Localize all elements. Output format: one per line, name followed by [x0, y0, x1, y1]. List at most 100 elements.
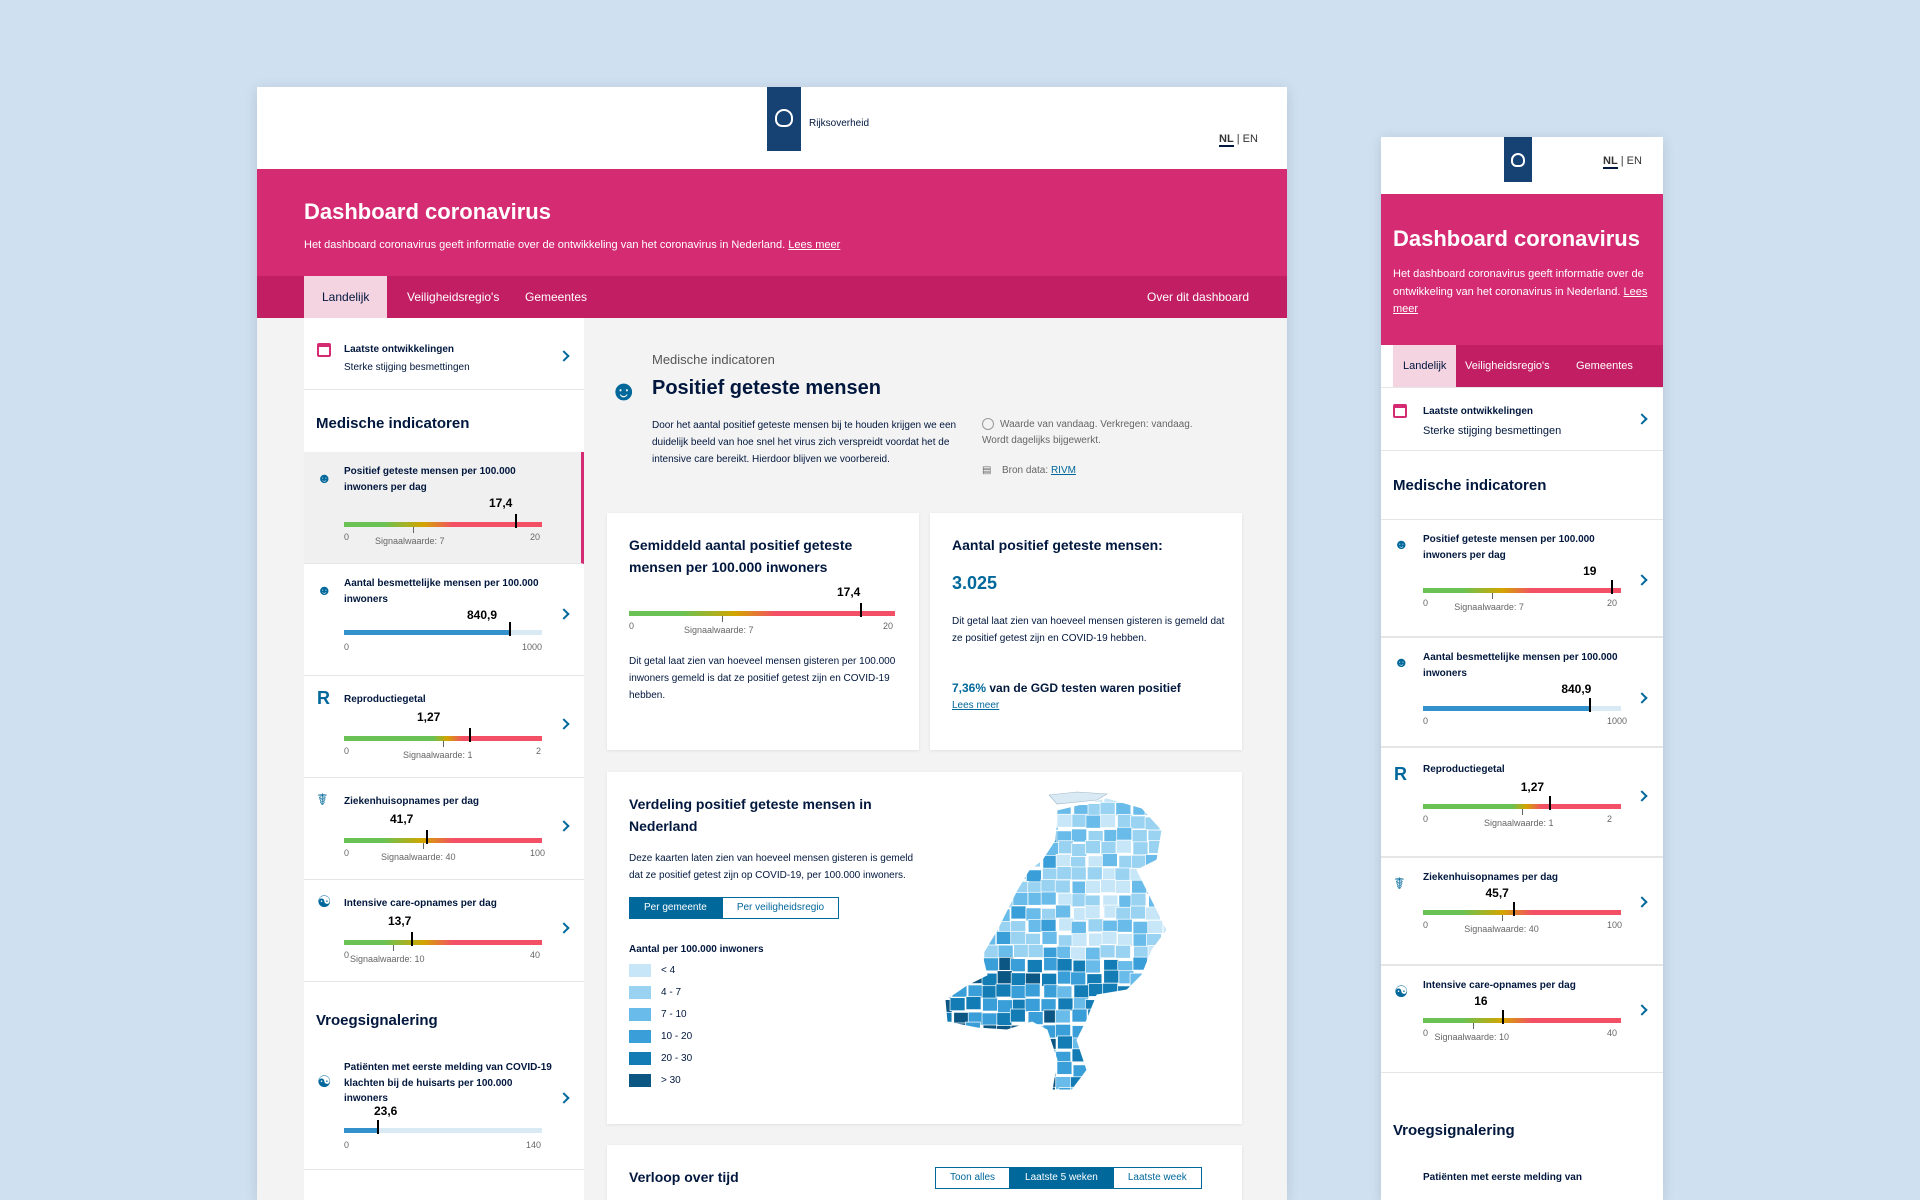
map-region[interactable]: [1071, 828, 1088, 843]
map-region[interactable]: [995, 983, 1012, 998]
tab-veiligheidsregios[interactable]: Veiligheidsregio's: [1465, 360, 1550, 372]
btn-last-5-weeks[interactable]: Laatste 5 weken: [1010, 1167, 1113, 1189]
map-region[interactable]: [1099, 1063, 1116, 1078]
map-region[interactable]: [981, 985, 998, 1000]
map-region[interactable]: [1024, 853, 1041, 868]
map-region[interactable]: [995, 1088, 1012, 1100]
lang-nl[interactable]: NL: [1219, 133, 1234, 147]
map-region[interactable]: [1147, 945, 1164, 959]
map-region[interactable]: [1070, 920, 1087, 935]
tab-gemeentes[interactable]: Gemeentes: [525, 290, 588, 304]
map-region[interactable]: [1085, 946, 1101, 961]
map-region[interactable]: [937, 892, 953, 907]
map-region[interactable]: [1013, 1063, 1030, 1078]
map-region[interactable]: [1130, 815, 1146, 830]
map-region[interactable]: [1163, 790, 1179, 804]
map-region[interactable]: [1071, 813, 1088, 828]
language-switch[interactable]: NL | EN: [1219, 133, 1258, 147]
map-region[interactable]: [1161, 830, 1177, 844]
map-region[interactable]: [1028, 1025, 1045, 1040]
map-region[interactable]: [964, 826, 981, 841]
map-region[interactable]: [1056, 1061, 1073, 1075]
map-region[interactable]: [982, 1024, 999, 1039]
map-region[interactable]: [1131, 879, 1148, 894]
toggle-per-veiligheidsregio[interactable]: Per veiligheidsregio: [721, 897, 840, 919]
map-region[interactable]: [1071, 880, 1088, 895]
map-region[interactable]: [1117, 1048, 1133, 1063]
map-region[interactable]: [1102, 1051, 1119, 1066]
map-region[interactable]: [1071, 1025, 1088, 1039]
mobile-indicator-item[interactable]: ☻ Aantal besmettelijke mensen per 100.000…: [1381, 637, 1663, 747]
map-region[interactable]: [939, 918, 955, 933]
lang-en[interactable]: EN: [1626, 155, 1642, 167]
map-region[interactable]: [997, 790, 1013, 802]
map-region[interactable]: [1040, 1063, 1057, 1078]
rijksoverheid-logo[interactable]: [767, 87, 801, 151]
sidebar-item-contagious[interactable]: ☻ Aantal besmettelijke mensen per 100.00…: [304, 564, 584, 676]
map-region[interactable]: [1147, 1049, 1164, 1064]
map-region[interactable]: [1012, 814, 1029, 829]
map-region[interactable]: [1085, 880, 1101, 894]
map-region[interactable]: [950, 790, 967, 804]
map-region[interactable]: [1040, 918, 1057, 933]
map-region[interactable]: [1087, 918, 1104, 933]
map-region[interactable]: [1147, 1064, 1164, 1079]
map-region[interactable]: [937, 1090, 951, 1100]
map-region[interactable]: [1100, 814, 1116, 829]
map-region[interactable]: [1163, 1074, 1179, 1089]
map-region[interactable]: [967, 1047, 983, 1062]
map-region[interactable]: [1099, 1023, 1116, 1038]
map-region[interactable]: [1086, 1063, 1103, 1078]
map-region[interactable]: [1118, 1024, 1134, 1039]
map-region[interactable]: [1162, 1089, 1178, 1100]
source-link[interactable]: RIVM: [1050, 465, 1076, 476]
map-region[interactable]: [1026, 790, 1043, 804]
map-region[interactable]: [981, 1088, 998, 1100]
map-region[interactable]: [1145, 1075, 1162, 1090]
map-region[interactable]: [1116, 918, 1133, 933]
map-region[interactable]: [981, 853, 998, 868]
map-region[interactable]: [1102, 1077, 1118, 1090]
read-more-link[interactable]: Lees meer: [952, 700, 1000, 711]
map-region[interactable]: [1132, 790, 1149, 803]
map-region[interactable]: [1087, 1037, 1104, 1052]
map-region[interactable]: [1147, 920, 1164, 934]
map-region[interactable]: [937, 878, 952, 893]
map-region[interactable]: [1024, 998, 1041, 1012]
map-region[interactable]: [953, 842, 970, 856]
map-region[interactable]: [1116, 790, 1133, 803]
map-region[interactable]: [951, 814, 968, 828]
map-region[interactable]: [1162, 921, 1178, 936]
map-region[interactable]: [938, 1074, 954, 1089]
map-region[interactable]: [1100, 879, 1116, 893]
map-region[interactable]: [1133, 1010, 1149, 1025]
map-region[interactable]: [1055, 854, 1072, 868]
map-region[interactable]: [1056, 813, 1073, 828]
map-region[interactable]: [1144, 792, 1161, 806]
map-region[interactable]: [1160, 1038, 1176, 1052]
map-region[interactable]: [1132, 1076, 1149, 1090]
map-region[interactable]: [1040, 891, 1057, 906]
map-region[interactable]: [966, 895, 983, 909]
map-region[interactable]: [980, 1074, 997, 1088]
sidebar-item-positive-tests[interactable]: ☻ Positief geteste mensen per 100.000 in…: [304, 452, 584, 564]
map-region[interactable]: [949, 957, 966, 972]
map-region[interactable]: [1118, 1010, 1135, 1024]
map-region[interactable]: [937, 932, 953, 947]
map-region[interactable]: [1115, 944, 1131, 959]
map-region[interactable]: [1145, 906, 1161, 921]
map-region[interactable]: [1086, 1021, 1102, 1036]
map-region[interactable]: [1132, 933, 1149, 948]
mobile-indicator-item[interactable]: ☯ Intensive care-opnames per dag 16 0 40 Sign…: [1381, 965, 1663, 1073]
map-region[interactable]: [937, 947, 952, 961]
map-region[interactable]: [1130, 905, 1146, 920]
map-region[interactable]: [968, 814, 984, 829]
map-region[interactable]: [964, 1086, 981, 1100]
map-region[interactable]: [937, 957, 952, 972]
map-region[interactable]: [1070, 946, 1086, 961]
map-region[interactable]: [1013, 1038, 1029, 1052]
map-region[interactable]: [1013, 828, 1029, 843]
map-region[interactable]: [980, 1051, 997, 1065]
map-region[interactable]: [1162, 970, 1178, 984]
map-region[interactable]: [1009, 1008, 1026, 1023]
